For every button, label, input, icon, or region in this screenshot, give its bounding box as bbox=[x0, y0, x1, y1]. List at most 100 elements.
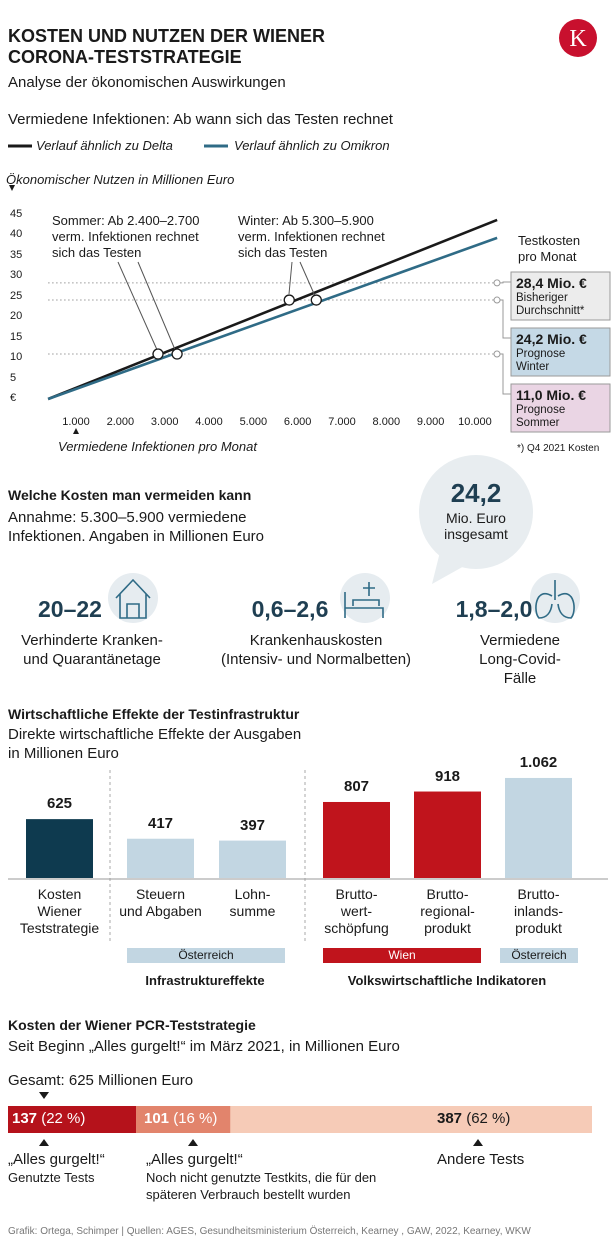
total-note: Mio. Euro insgesamt bbox=[444, 510, 508, 542]
x-tick-label: 6.000 bbox=[283, 416, 312, 428]
category-label: Steuern und Abgaben bbox=[119, 886, 202, 919]
chart-subtitle: Direkte wirtschaftliche Effekte der Ausg… bbox=[8, 726, 302, 762]
category-label: Lohn- summe bbox=[229, 886, 276, 919]
region-label: Wien bbox=[388, 948, 416, 962]
pointer bbox=[39, 1092, 49, 1099]
annotation: Winter: Ab 5.300–5.900 verm. Infektionen… bbox=[238, 213, 385, 261]
segment-share: (22 %) bbox=[41, 1110, 86, 1127]
logo-circle bbox=[559, 19, 597, 57]
x-tick-label: 5.000 bbox=[239, 416, 268, 428]
segment-note: Genutzte Tests bbox=[8, 1170, 95, 1185]
bar bbox=[219, 840, 286, 878]
category-label: Kosten Wiener Teststrategie bbox=[19, 886, 100, 936]
region-label: Österreich bbox=[178, 948, 234, 962]
x-tick-label: 7.000 bbox=[328, 416, 356, 428]
bar-segment bbox=[230, 1106, 592, 1133]
y-tick-label: 30 bbox=[10, 269, 23, 282]
x-tick-label: 10.000 bbox=[458, 416, 492, 428]
bar-segment bbox=[136, 1106, 231, 1133]
annotation-pointer bbox=[288, 261, 293, 295]
pointer bbox=[39, 1139, 49, 1146]
bar bbox=[505, 777, 572, 878]
legend-label: Verlauf ähnlich zu Omikron bbox=[234, 138, 390, 153]
value-label: 807 bbox=[343, 777, 370, 795]
bubble bbox=[419, 455, 533, 569]
bar bbox=[26, 819, 93, 878]
category-label: Brutto- inlands- produkt bbox=[513, 886, 564, 936]
icon-house bbox=[115, 578, 151, 619]
title: KOSTEN UND NUTZEN DER WIENER CORONA-TEST… bbox=[8, 26, 326, 67]
footnote: *) Q4 2021 Kosten bbox=[517, 443, 600, 454]
annotation-pointer bbox=[137, 261, 177, 353]
segment-value: 101 bbox=[144, 1110, 170, 1127]
segment-note: Noch nicht genutzte Testkits, die für de… bbox=[146, 1170, 377, 1202]
group-title: Volkswirtschaftliche Indikatoren bbox=[347, 973, 547, 988]
bar bbox=[127, 838, 194, 878]
data-line bbox=[47, 236, 498, 401]
axis-arrow bbox=[9, 185, 15, 191]
reference-note: Prognose Winter bbox=[516, 348, 566, 373]
bar-segment bbox=[8, 1106, 137, 1133]
data-line bbox=[47, 218, 498, 401]
y-tick-label: 15 bbox=[10, 330, 23, 343]
value-label: 918 bbox=[434, 767, 461, 785]
reference-dot bbox=[493, 279, 501, 287]
stat-label: Vermiedene Long-Covid-Fälle bbox=[479, 632, 561, 687]
y-tick-label: 10 bbox=[10, 351, 23, 364]
stat-value: 20–22 bbox=[38, 596, 102, 622]
y-tick-label: 25 bbox=[10, 289, 23, 302]
y-tick-label: 35 bbox=[10, 248, 23, 261]
region-band bbox=[323, 948, 481, 963]
source: Grafik: Ortega, Schimper | Quellen: AGES… bbox=[8, 1226, 531, 1237]
total-value: 24,2 bbox=[450, 478, 502, 508]
segment-annotation: Andere Tests bbox=[437, 1151, 525, 1168]
segment-share: (62 %) bbox=[466, 1110, 511, 1127]
total-label: Gesamt: 625 Millionen Euro bbox=[8, 1072, 194, 1089]
chart-title: Kosten der Wiener PCR-Teststrategie bbox=[8, 1017, 256, 1033]
bar bbox=[323, 801, 390, 878]
chart-title: Wirtschaftliche Effekte der Testinfrastr… bbox=[8, 706, 300, 722]
reference-title: Testkosten pro Monat bbox=[518, 233, 581, 264]
reference-value: 24,2 Mio. € bbox=[516, 331, 587, 347]
reference-box bbox=[510, 327, 611, 377]
segment-value: 137 bbox=[12, 1110, 38, 1127]
x-tick-label: 3.000 bbox=[150, 416, 179, 428]
value-label: 625 bbox=[46, 795, 73, 813]
region-band bbox=[500, 948, 578, 963]
y-axis-label: Ökonomischer Nutzen in Millionen Euro bbox=[6, 172, 235, 187]
reference-connector bbox=[497, 299, 511, 339]
intersection-point bbox=[152, 348, 164, 360]
reference-value: 28,4 Mio. € bbox=[516, 275, 587, 291]
pointer bbox=[473, 1139, 483, 1146]
pointer bbox=[188, 1139, 198, 1146]
reference-dot bbox=[493, 296, 501, 304]
y-tick-label: € bbox=[10, 392, 17, 404]
y-tick-label: 20 bbox=[10, 310, 23, 323]
intersection-point bbox=[310, 294, 322, 306]
section-title: Welche Kosten man vermeiden kann bbox=[8, 487, 252, 503]
x-tick-label: 2.000 bbox=[106, 416, 135, 428]
reference-note: Prognose Sommer bbox=[516, 404, 566, 429]
annotation: Sommer: Ab 2.400–2.700 verm. Infektionen… bbox=[52, 213, 200, 261]
bar bbox=[414, 791, 481, 878]
subtitle: Analyse der ökonomischen Auswirkungen bbox=[8, 74, 286, 91]
reference-connector bbox=[497, 353, 511, 395]
annotation-pointer bbox=[299, 261, 316, 297]
segment-value: 387 bbox=[437, 1110, 463, 1127]
y-tick-label: 5 bbox=[10, 371, 17, 384]
stat-value: 1,8–2,0 bbox=[455, 596, 533, 622]
segment-annotation: „Alles gurgelt!“ bbox=[146, 1151, 243, 1168]
x-tick-label: 4.000 bbox=[195, 416, 223, 428]
section-subtitle: Annahme: 5.300–5.900 vermiedene Infektio… bbox=[8, 509, 265, 545]
intersection-point bbox=[283, 294, 295, 306]
group-title: Infrastruktureffekte bbox=[145, 973, 265, 988]
value-label: 397 bbox=[239, 816, 266, 834]
region-band bbox=[127, 948, 285, 963]
bubble-tail bbox=[432, 552, 466, 584]
segment-label: 101 (16 %) bbox=[144, 1110, 217, 1128]
chart-subtitle: Seit Beginn „Alles gurgelt!“ im März 202… bbox=[8, 1038, 400, 1055]
stat-label: Verhinderte Kranken- und Quarantänetage bbox=[21, 632, 163, 668]
stat-label: Krankenhauskosten (Intensiv- und Normalb… bbox=[220, 632, 412, 668]
